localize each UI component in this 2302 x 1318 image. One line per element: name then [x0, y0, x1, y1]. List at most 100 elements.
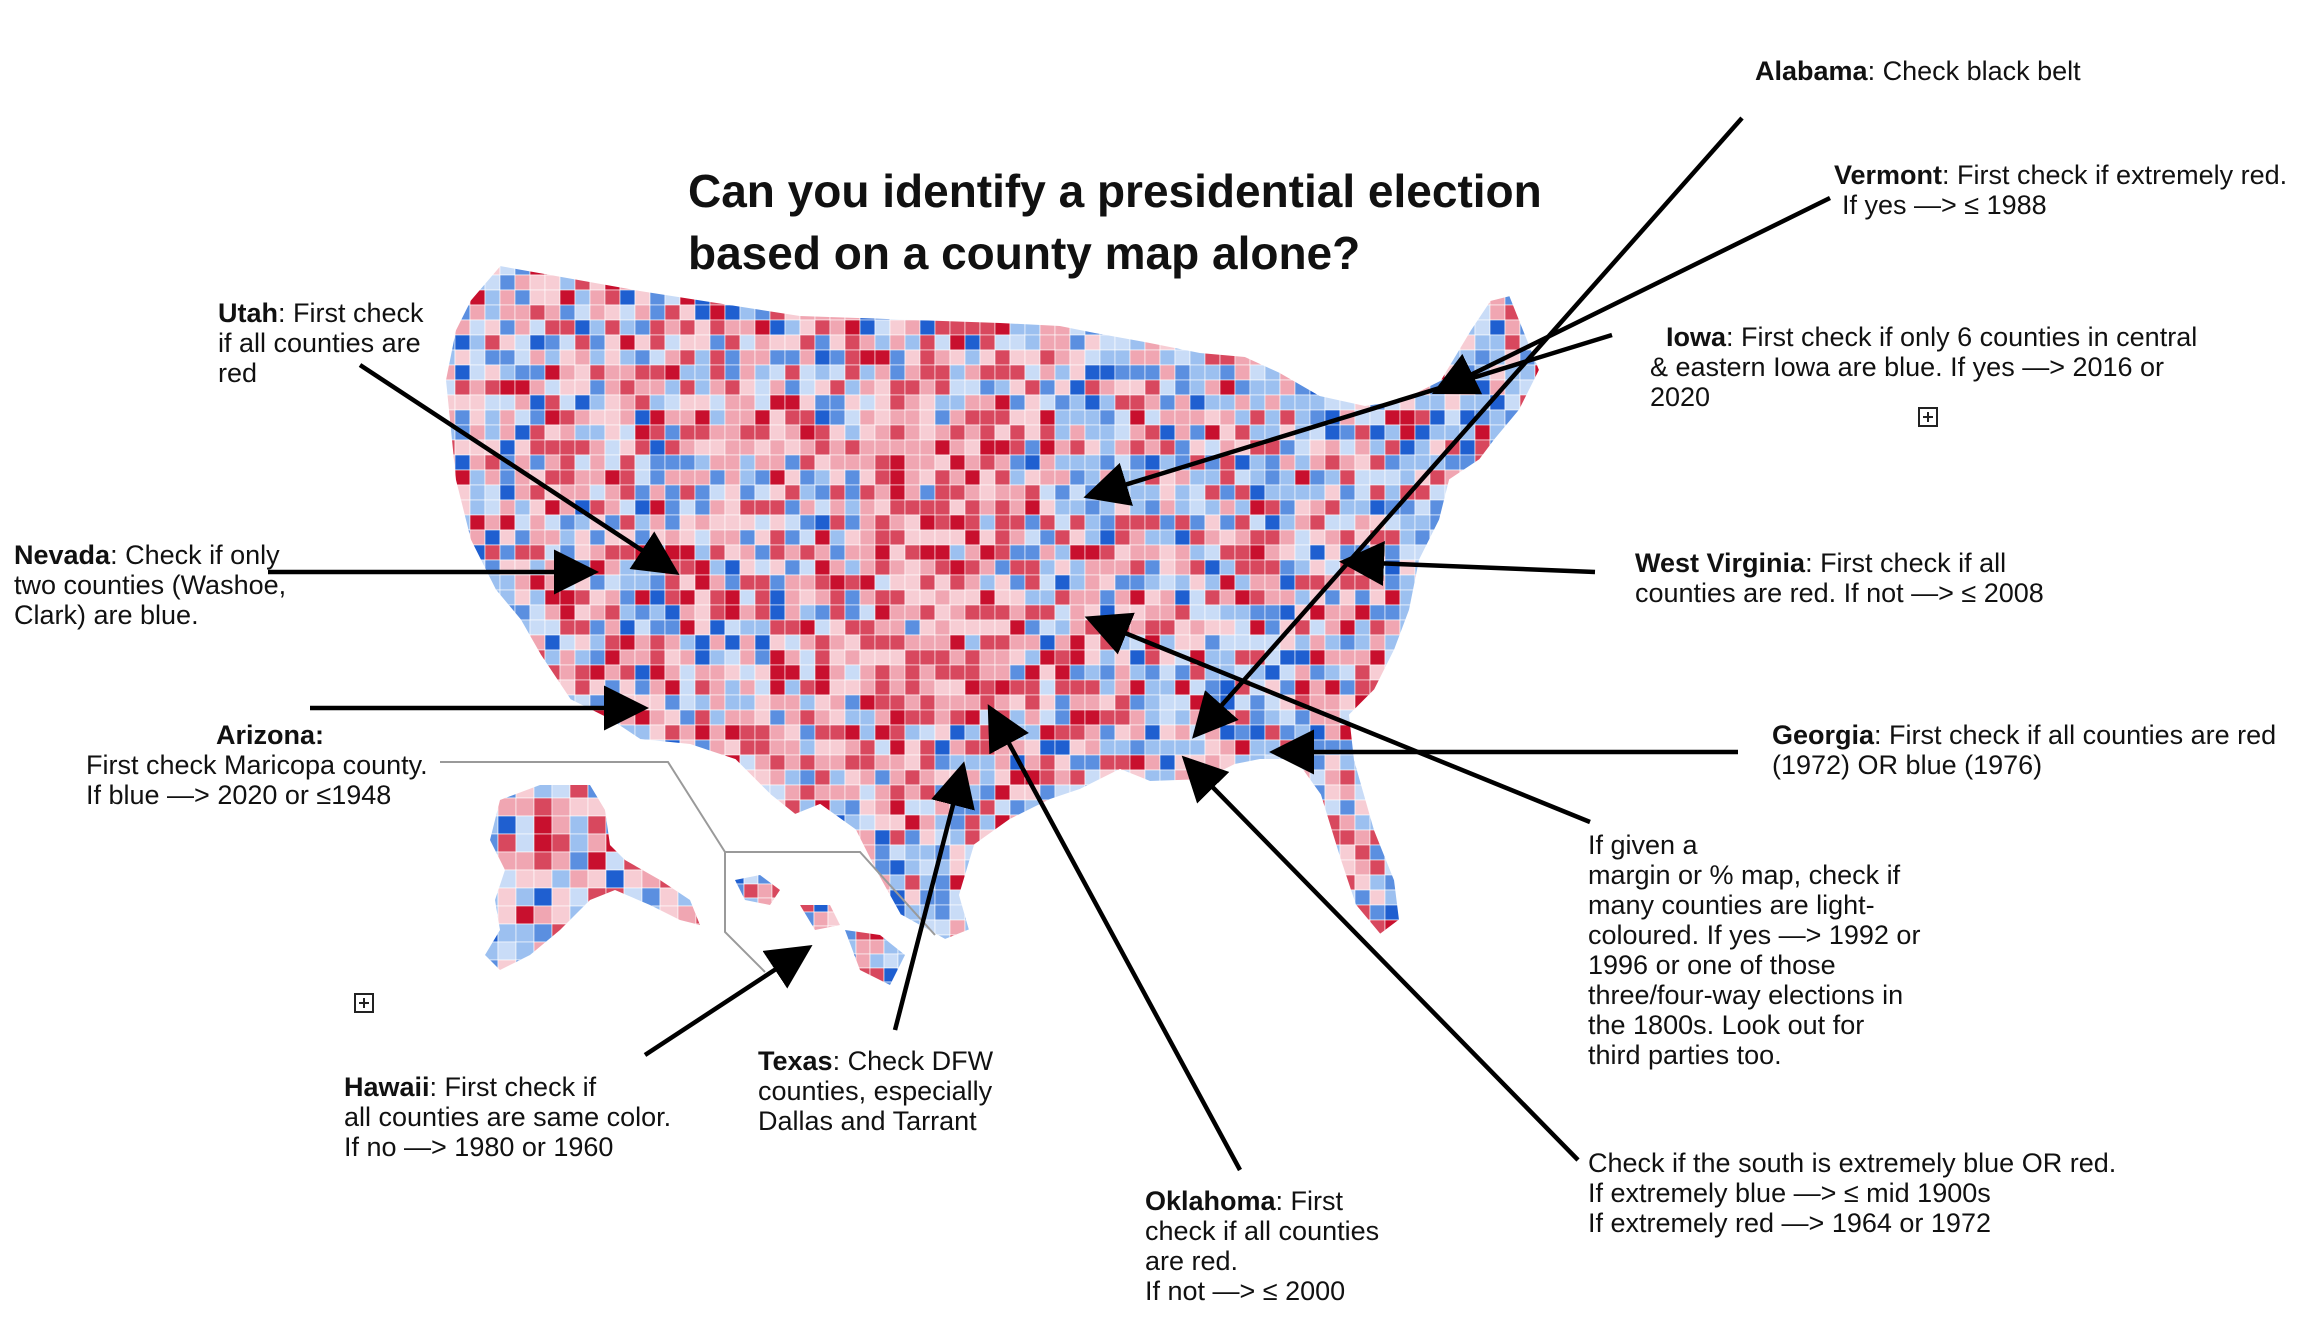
county-tile	[769, 934, 786, 940]
county-tile	[1444, 904, 1461, 921]
county-tile	[1294, 454, 1311, 471]
county-tile	[769, 484, 786, 501]
county-tile	[1204, 514, 1221, 531]
county-tile	[664, 694, 681, 711]
county-tile	[1234, 724, 1251, 741]
county-tile	[1339, 469, 1356, 486]
county-tile	[589, 919, 606, 936]
county-tile	[589, 544, 606, 561]
county-tile	[559, 364, 576, 381]
county-tile	[1234, 334, 1251, 351]
county-tile	[1009, 409, 1026, 426]
county-tile	[1519, 604, 1536, 621]
county-tile	[499, 649, 516, 666]
county-tile	[1474, 664, 1491, 681]
county-tile	[634, 664, 651, 681]
county-tile	[559, 529, 576, 546]
county-tile	[829, 544, 846, 561]
county-tile	[1534, 364, 1540, 381]
county-tile	[1504, 604, 1521, 621]
county-tile	[1504, 799, 1521, 816]
county-tile	[1144, 529, 1161, 546]
expand-plus-icon[interactable]	[354, 993, 374, 1013]
county-tile	[664, 529, 681, 546]
county-tile	[497, 785, 517, 799]
county-tile	[1114, 499, 1131, 516]
county-tile	[649, 619, 666, 636]
county-tile	[799, 769, 816, 786]
county-tile	[814, 619, 831, 636]
county-tile	[559, 514, 576, 531]
county-tile	[604, 469, 621, 486]
county-tile	[533, 815, 553, 835]
county-tile	[1324, 514, 1341, 531]
county-tile	[979, 484, 996, 501]
county-tile	[1444, 634, 1461, 651]
county-tile	[1279, 349, 1296, 366]
county-tile	[634, 394, 651, 411]
county-tile	[1219, 319, 1236, 336]
county-tile	[1204, 604, 1221, 621]
county-tile	[484, 679, 501, 696]
county-tile	[829, 709, 846, 726]
county-tile	[1174, 919, 1191, 936]
county-tile	[889, 424, 906, 441]
county-tile	[559, 409, 576, 426]
county-tile	[799, 514, 816, 531]
county-tile	[1054, 544, 1071, 561]
county-tile	[1399, 769, 1416, 786]
county-tile	[1084, 754, 1101, 771]
county-tile	[1069, 574, 1086, 591]
county-tile	[934, 589, 951, 606]
county-tile	[1144, 364, 1161, 381]
county-tile	[497, 941, 517, 961]
county-tile	[1294, 904, 1311, 921]
county-tile	[1339, 694, 1356, 711]
county-tile	[589, 394, 606, 411]
expand-plus-icon[interactable]	[1918, 407, 1938, 427]
county-tile	[994, 634, 1011, 651]
county-tile	[589, 589, 606, 606]
county-tile	[859, 814, 876, 831]
county-tile	[544, 574, 561, 591]
county-tile	[1474, 799, 1491, 816]
county-tile	[934, 454, 951, 471]
county-tile	[1219, 484, 1236, 501]
county-tile	[844, 649, 861, 666]
county-tile	[619, 649, 636, 666]
county-tile	[454, 784, 471, 801]
county-tile	[499, 769, 516, 786]
county-tile	[544, 709, 561, 726]
county-tile	[1339, 784, 1356, 801]
county-tile	[559, 769, 576, 786]
county-tile	[605, 959, 625, 970]
county-tile	[919, 289, 936, 306]
county-tile	[529, 604, 546, 621]
county-tile	[769, 364, 786, 381]
county-tile	[619, 409, 636, 426]
county-tile	[1054, 604, 1071, 621]
county-tile	[454, 574, 471, 591]
county-tile	[1039, 754, 1056, 771]
county-tile	[1414, 769, 1431, 786]
county-tile	[1144, 424, 1161, 441]
county-tile	[1279, 799, 1296, 816]
county-tile	[1204, 424, 1221, 441]
arrow-hawaii	[643, 945, 813, 1057]
county-tile	[1459, 799, 1476, 816]
county-tile	[1129, 349, 1146, 366]
county-tile	[829, 289, 846, 306]
county-tile	[757, 911, 773, 927]
county-tile	[649, 514, 666, 531]
county-tile	[814, 829, 831, 846]
county-tile	[544, 469, 561, 486]
county-tile	[1174, 379, 1191, 396]
county-tile	[949, 514, 966, 531]
county-tile	[1264, 349, 1281, 366]
county-tile	[979, 934, 996, 940]
county-tile	[659, 785, 679, 799]
county-tile	[649, 529, 666, 546]
county-tile	[679, 739, 696, 756]
county-tile	[724, 799, 741, 816]
county-tile	[1024, 874, 1041, 891]
